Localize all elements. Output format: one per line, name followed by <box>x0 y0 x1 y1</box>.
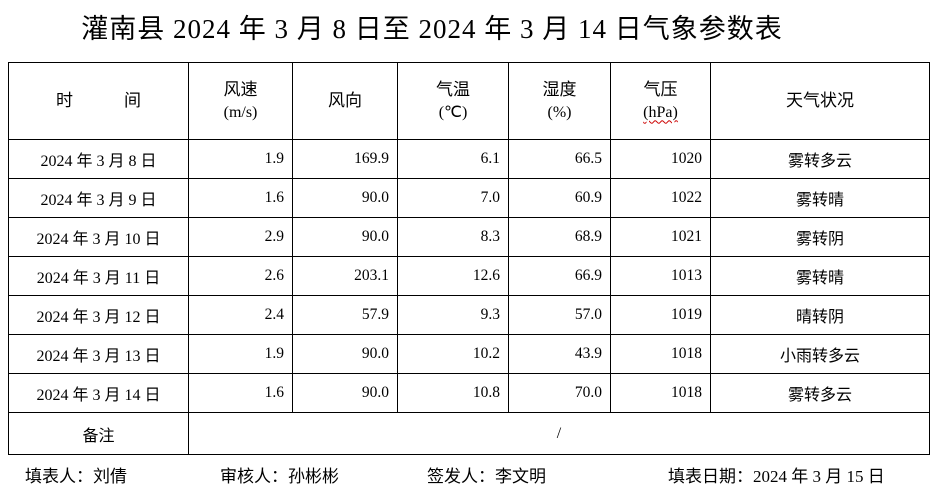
table-row: 2024 年 3 月 13 日 1.9 90.0 10.2 43.9 1018 … <box>8 334 930 374</box>
cell-humidity: 66.9 <box>508 256 611 296</box>
cell-wind-speed: 1.9 <box>188 139 293 179</box>
cell-wind-speed: 1.6 <box>188 373 293 413</box>
col-header-temp: 气温 (℃) <box>397 62 509 140</box>
cell-wind-dir: 90.0 <box>292 373 398 413</box>
cell-wind-speed: 1.9 <box>188 334 293 374</box>
cell-humidity: 70.0 <box>508 373 611 413</box>
cell-temp: 12.6 <box>397 256 509 296</box>
table-header-row: 时 间 风速 (m/s) 风向 气温 (℃) 湿度 (%) 气压 (hPa) 天… <box>8 62 930 140</box>
footer-preparer: 填表人：刘倩 <box>25 467 127 486</box>
cell-temp: 7.0 <box>397 178 509 218</box>
col-header-weather: 天气状况 <box>710 62 930 140</box>
cell-pressure: 1013 <box>610 256 711 296</box>
col-header-pressure: 气压 (hPa) <box>610 62 711 140</box>
footer-issuer: 签发人：李文明 <box>427 467 546 486</box>
cell-date: 2024 年 3 月 10 日 <box>8 217 189 257</box>
table-row: 2024 年 3 月 8 日 1.9 169.9 6.1 66.5 1020 雾… <box>8 139 930 179</box>
cell-humidity: 57.0 <box>508 295 611 335</box>
col-header-time: 时 间 <box>8 62 189 140</box>
cell-humidity: 66.5 <box>508 139 611 179</box>
cell-weather: 雾转多云 <box>710 373 930 413</box>
cell-date: 2024 年 3 月 14 日 <box>8 373 189 413</box>
cell-pressure: 1021 <box>610 217 711 257</box>
cell-pressure: 1019 <box>610 295 711 335</box>
weather-table: 时 间 风速 (m/s) 风向 气温 (℃) 湿度 (%) 气压 (hPa) 天… <box>8 62 930 455</box>
table-row: 2024 年 3 月 12 日 2.4 57.9 9.3 57.0 1019 晴… <box>8 295 930 335</box>
cell-date: 2024 年 3 月 13 日 <box>8 334 189 374</box>
remark-value: / <box>188 412 930 455</box>
cell-date: 2024 年 3 月 8 日 <box>8 139 189 179</box>
cell-date: 2024 年 3 月 9 日 <box>8 178 189 218</box>
footer-fill-date: 填表日期：2024 年 3 月 15 日 <box>668 467 885 486</box>
cell-wind-dir: 90.0 <box>292 217 398 257</box>
footer-reviewer: 审核人：孙彬彬 <box>220 467 339 486</box>
cell-wind-dir: 57.9 <box>292 295 398 335</box>
table-row: 2024 年 3 月 9 日 1.6 90.0 7.0 60.9 1022 雾转… <box>8 178 930 218</box>
cell-weather: 雾转阴 <box>710 217 930 257</box>
col-header-humidity-label: 湿度 <box>542 79 577 99</box>
cell-pressure: 1022 <box>610 178 711 218</box>
cell-temp: 9.3 <box>397 295 509 335</box>
col-header-pressure-unit: (hPa) <box>643 103 678 121</box>
cell-wind-speed: 2.9 <box>188 217 293 257</box>
cell-weather: 晴转阴 <box>710 295 930 335</box>
cell-wind-dir: 90.0 <box>292 178 398 218</box>
cell-humidity: 60.9 <box>508 178 611 218</box>
cell-temp: 10.8 <box>397 373 509 413</box>
cell-date: 2024 年 3 月 11 日 <box>8 256 189 296</box>
cell-weather: 雾转晴 <box>710 256 930 296</box>
col-header-temp-unit: (℃) <box>438 103 468 121</box>
cell-pressure: 1018 <box>610 334 711 374</box>
col-header-wind-speed: 风速 (m/s) <box>188 62 293 140</box>
cell-temp: 8.3 <box>397 217 509 257</box>
cell-wind-speed: 2.6 <box>188 256 293 296</box>
cell-humidity: 43.9 <box>508 334 611 374</box>
cell-pressure: 1018 <box>610 373 711 413</box>
col-header-wind-speed-unit: (m/s) <box>223 103 258 121</box>
table-row: 2024 年 3 月 11 日 2.6 203.1 12.6 66.9 1013… <box>8 256 930 296</box>
cell-weather: 雾转多云 <box>710 139 930 179</box>
col-header-wind-speed-label: 风速 <box>223 79 258 99</box>
table-row: 2024 年 3 月 14 日 1.6 90.0 10.8 70.0 1018 … <box>8 373 930 413</box>
cell-wind-speed: 2.4 <box>188 295 293 335</box>
cell-temp: 10.2 <box>397 334 509 374</box>
remark-label: 备注 <box>8 412 189 455</box>
table-row: 2024 年 3 月 10 日 2.9 90.0 8.3 68.9 1021 雾… <box>8 217 930 257</box>
cell-weather: 雾转晴 <box>710 178 930 218</box>
cell-wind-dir: 203.1 <box>292 256 398 296</box>
page-title: 灌南县 2024 年 3 月 8 日至 2024 年 3 月 14 日气象参数表 <box>81 14 783 44</box>
cell-wind-speed: 1.6 <box>188 178 293 218</box>
col-header-temp-label: 气温 <box>436 79 470 99</box>
col-header-humidity-unit: (%) <box>547 103 572 121</box>
cell-humidity: 68.9 <box>508 217 611 257</box>
cell-pressure: 1020 <box>610 139 711 179</box>
cell-weather: 小雨转多云 <box>710 334 930 374</box>
col-header-humidity: 湿度 (%) <box>508 62 611 140</box>
remark-row: 备注 / <box>8 412 930 455</box>
cell-date: 2024 年 3 月 12 日 <box>8 295 189 335</box>
col-header-wind-dir: 风向 <box>292 62 398 140</box>
cell-wind-dir: 169.9 <box>292 139 398 179</box>
cell-temp: 6.1 <box>397 139 509 179</box>
col-header-pressure-label: 气压 <box>643 79 678 99</box>
cell-wind-dir: 90.0 <box>292 334 398 374</box>
